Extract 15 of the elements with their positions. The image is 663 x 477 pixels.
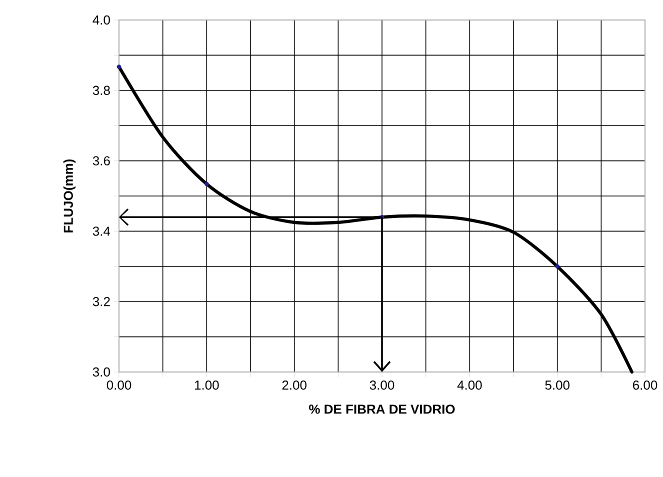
x-tick-label: 3.00	[370, 380, 394, 390]
y-tick-label: 4.0	[92, 15, 110, 25]
y-tick-label: 3.4	[92, 226, 110, 236]
y-tick-label: 3.8	[92, 86, 110, 95]
y-tick-label: 3.0	[92, 367, 110, 377]
x-tick-label: 2.00	[282, 380, 306, 390]
x-tick-label: 4.00	[457, 380, 482, 390]
x-axis-title: % DE FIBRA DE VIDRIO	[309, 404, 455, 414]
y-axis-title: FLUJO(mm)	[63, 159, 76, 232]
x-tick-label: 0.00	[106, 380, 132, 390]
y-tick-label: 3.2	[92, 296, 110, 306]
x-tick-label: 5.00	[545, 380, 570, 390]
x-tick-label: 1.00	[195, 380, 219, 390]
y-tick-label: 3.6	[92, 156, 110, 166]
x-tick-label: 6.00	[633, 380, 658, 390]
